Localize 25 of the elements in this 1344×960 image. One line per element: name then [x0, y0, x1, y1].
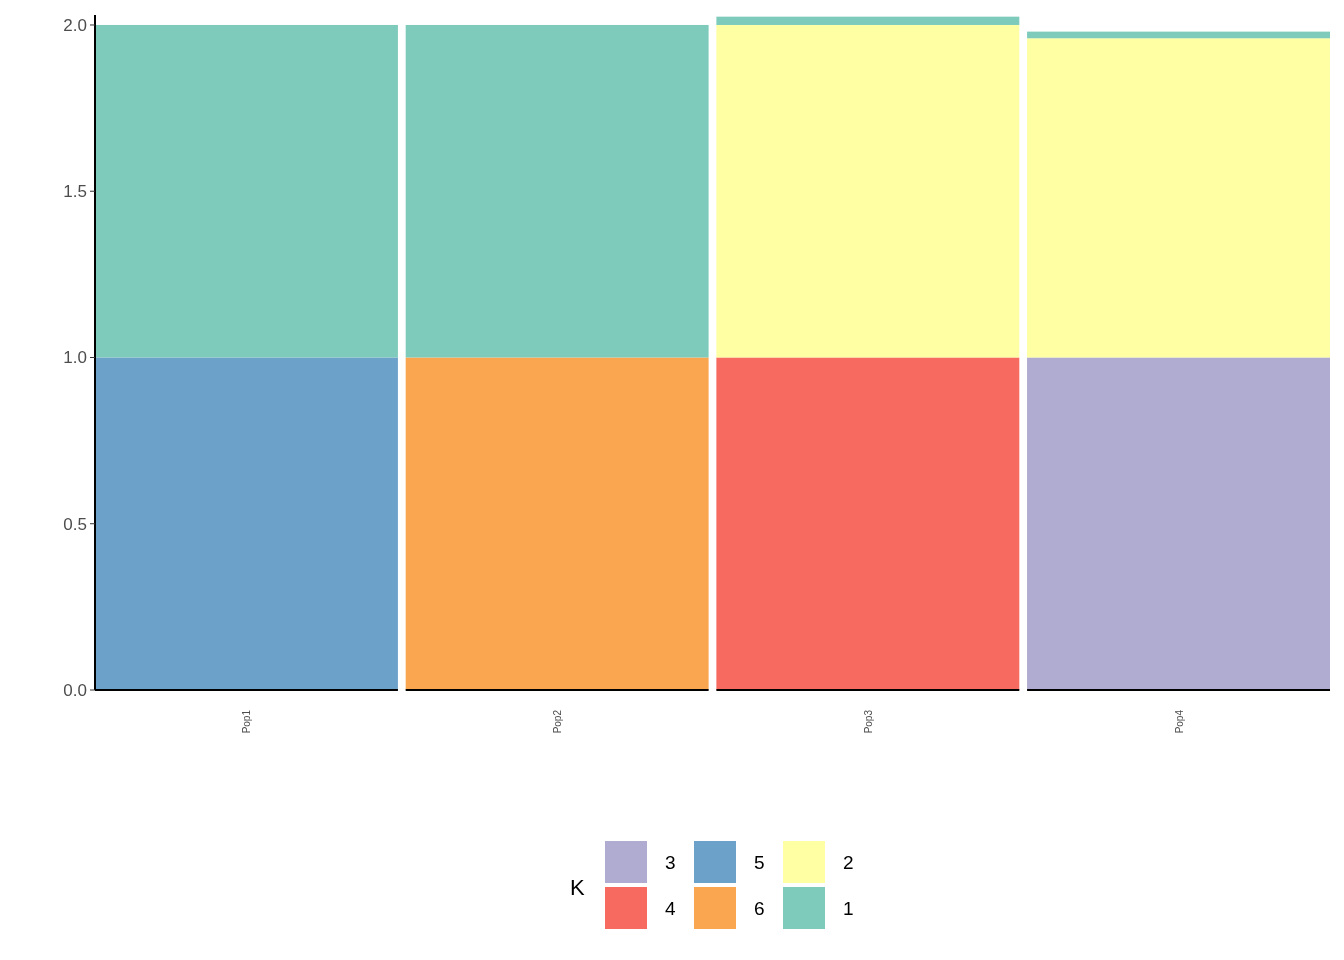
- bar: [95, 24, 398, 358]
- x-tick-label: Pop1: [241, 709, 253, 734]
- y-tick-label: 2.0: [63, 15, 87, 35]
- bar: [1027, 31, 1331, 39]
- bar: [1027, 38, 1331, 358]
- x-tick-label: Pop4: [1173, 709, 1185, 734]
- y-tick-label: 0.5: [63, 514, 87, 534]
- bar: [1027, 357, 1331, 690]
- y-tick-label: 0.0: [63, 680, 87, 700]
- legend-title: K: [570, 874, 585, 900]
- legend-label: 3: [665, 851, 676, 873]
- legend-label: 4: [665, 897, 676, 919]
- legend-label: 1: [843, 897, 854, 919]
- legend-label: 2: [843, 851, 854, 873]
- x-tick-label: Pop3: [862, 709, 874, 734]
- legend-label: 6: [754, 897, 765, 919]
- y-tick-label: 1.0: [63, 348, 87, 368]
- y-tick-label: 1.5: [63, 182, 87, 202]
- bar: [716, 16, 1020, 25]
- bar: [716, 24, 1020, 358]
- bar: [405, 357, 709, 690]
- bar: [716, 357, 1020, 690]
- x-tick-label: Pop2: [552, 709, 564, 734]
- bar: [405, 24, 709, 358]
- legend-label: 5: [754, 851, 765, 873]
